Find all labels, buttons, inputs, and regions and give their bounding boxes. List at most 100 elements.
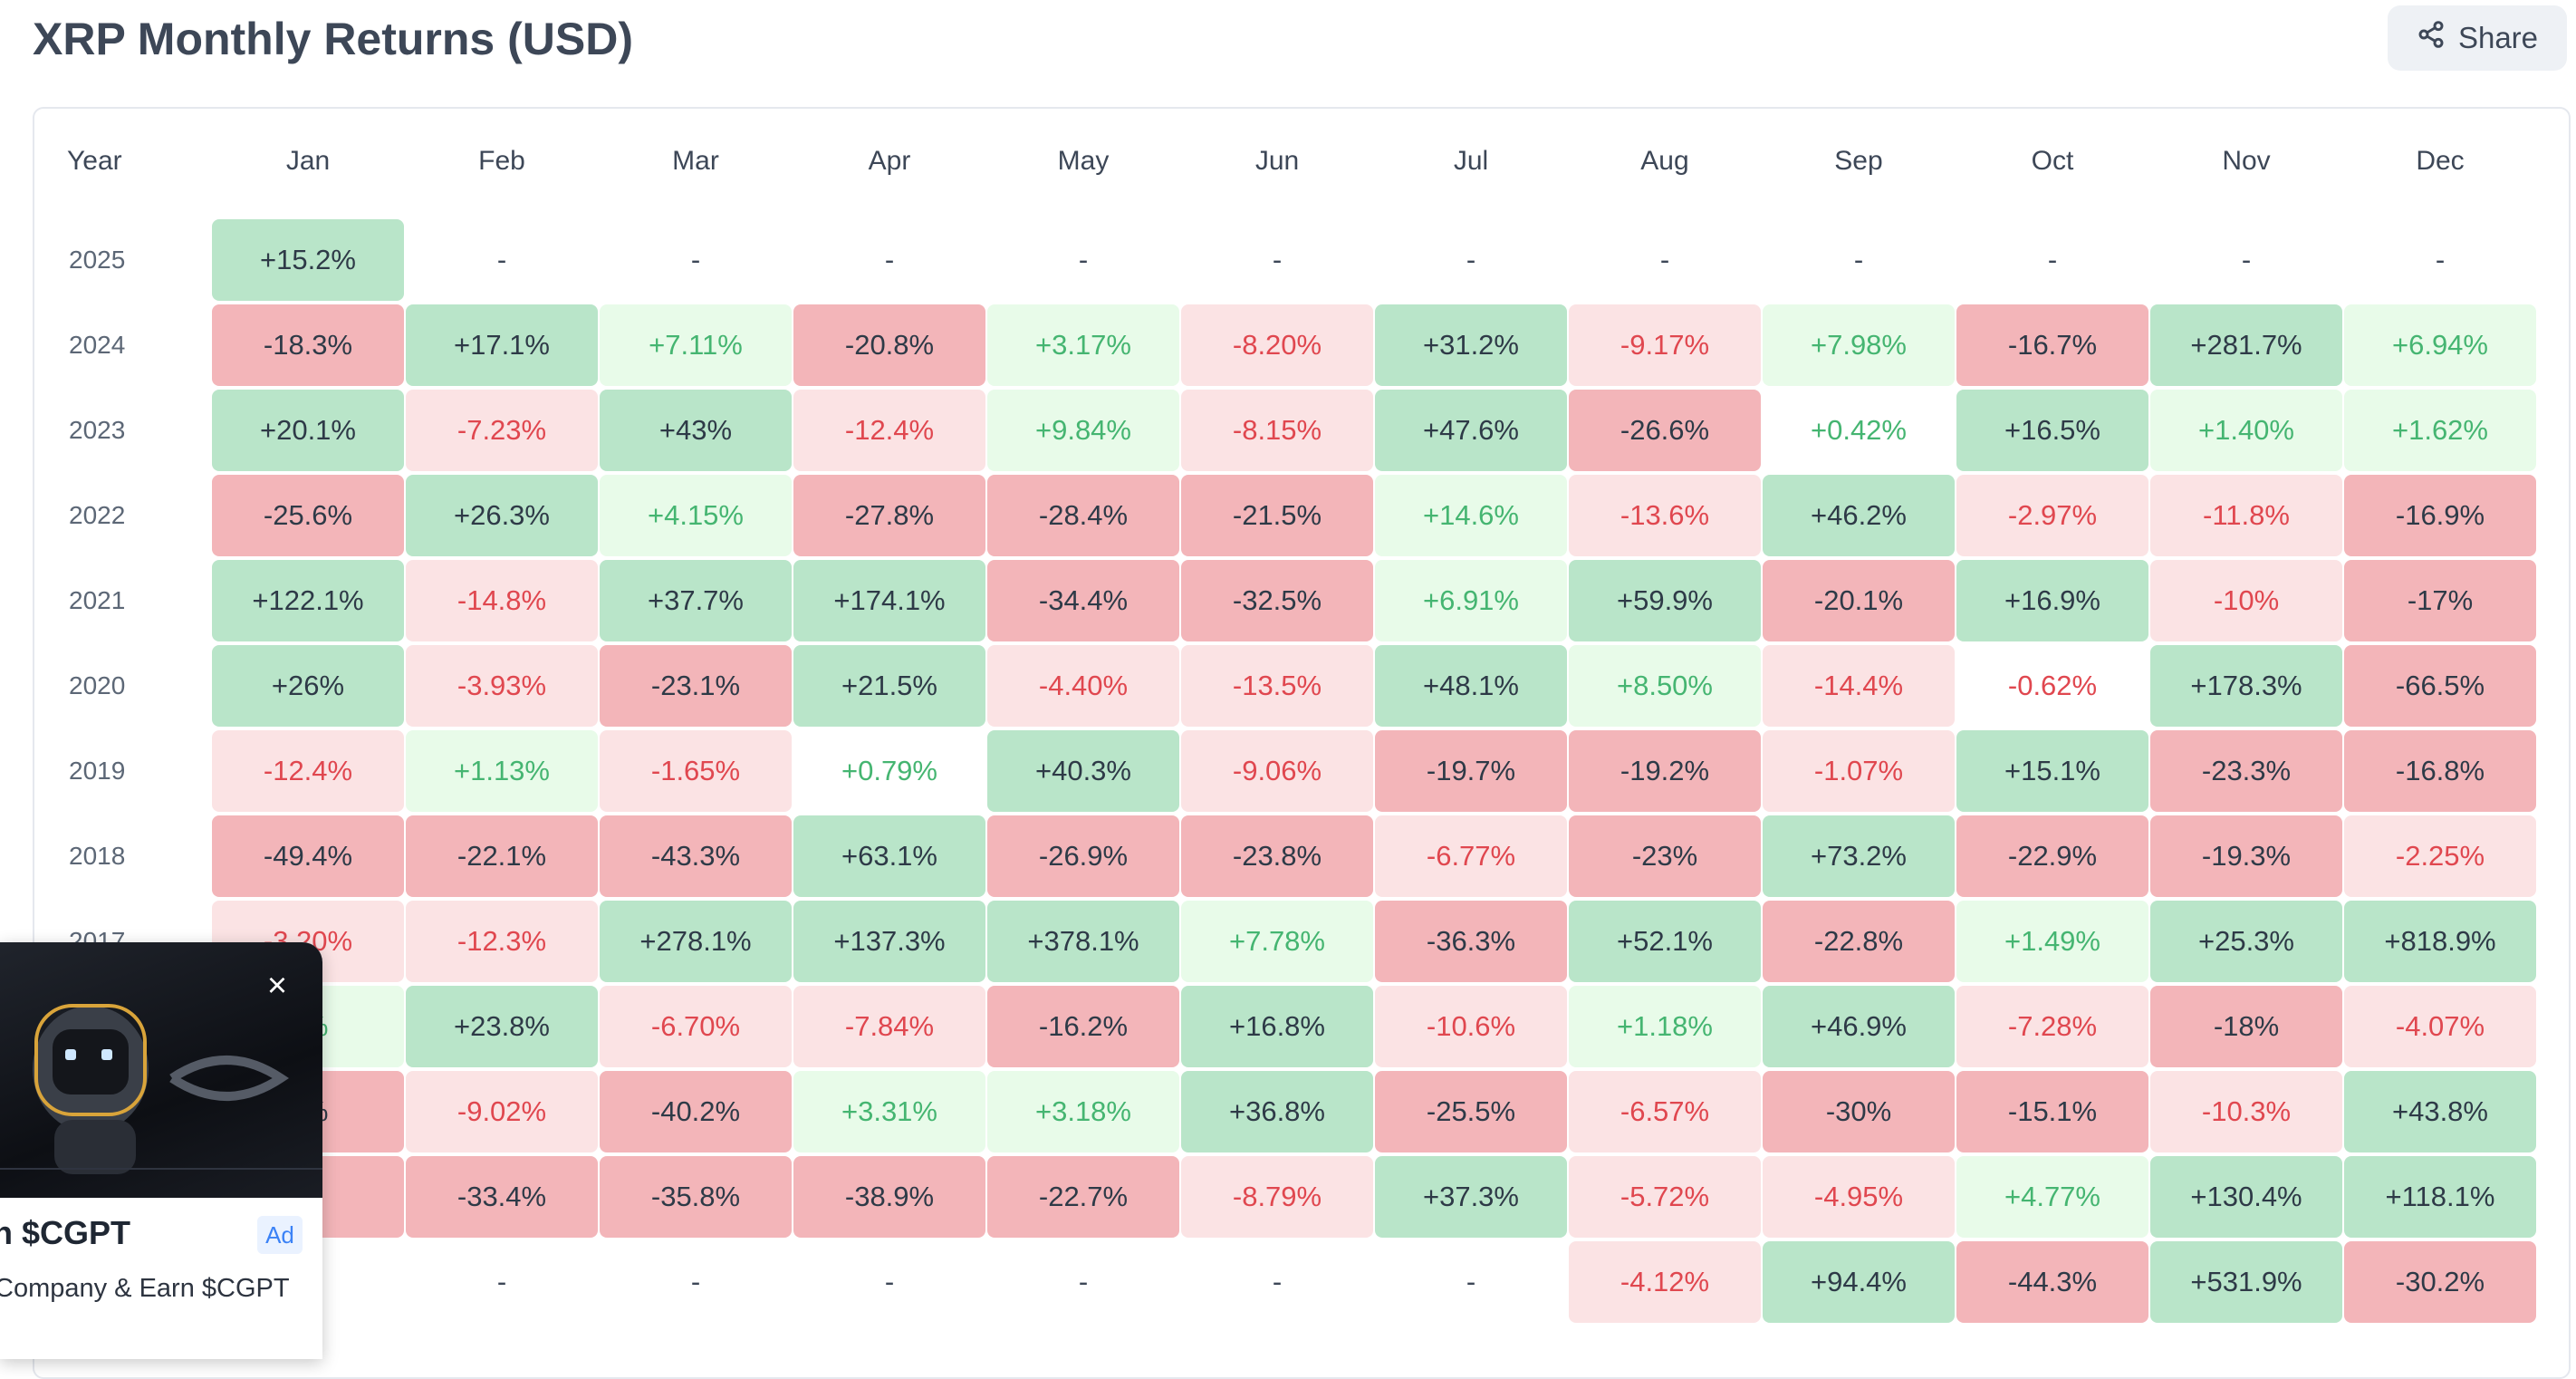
return-cell: +17.1% — [406, 304, 598, 386]
return-cell: -13.5% — [1181, 645, 1373, 727]
return-cell: +73.2% — [1763, 815, 1955, 897]
return-cell: -19.3% — [2150, 815, 2342, 897]
return-cell: -18.3% — [212, 304, 404, 386]
return-cell: +15.2% — [212, 219, 404, 301]
return-cell: -40.2% — [600, 1071, 792, 1152]
return-cell: +174.1% — [793, 560, 985, 641]
return-cell: -11.8% — [2150, 475, 2342, 556]
header-month-jul: Jul — [1453, 146, 1489, 176]
ad-subtitle[interactable]: Company & Earn $CGPT — [0, 1274, 290, 1303]
row-year: 2022 — [69, 501, 126, 529]
return-cell: +281.7% — [2150, 304, 2342, 386]
return-cell: +63.1% — [793, 815, 985, 897]
row-year: 2025 — [69, 246, 126, 274]
return-cell: -20.1% — [1763, 560, 1955, 641]
return-cell: -2.25% — [2344, 815, 2536, 897]
return-cell: - — [496, 1266, 507, 1297]
return-cell: - — [1466, 244, 1476, 275]
return-cell: -7.84% — [793, 986, 985, 1067]
return-cell: +52.1% — [1569, 901, 1761, 982]
return-cell: -8.15% — [1181, 390, 1373, 471]
header-month-may: May — [1057, 146, 1110, 176]
return-cell: +1.49% — [1956, 901, 2148, 982]
return-cell: +26% — [212, 645, 404, 727]
return-cell: +7.78% — [1181, 901, 1373, 982]
return-cell: -9.17% — [1569, 304, 1761, 386]
return-cell: -16.9% — [2344, 475, 2536, 556]
return-cell: -3.93% — [406, 645, 598, 727]
return-cell: +1.62% — [2344, 390, 2536, 471]
return-cell: - — [1272, 1266, 1283, 1297]
return-cell: +130.4% — [2150, 1156, 2342, 1238]
ad-close-button[interactable]: × — [259, 968, 295, 1004]
return-cell: - — [1272, 244, 1283, 275]
return-cell: +16.5% — [1956, 390, 2148, 471]
return-cell: +23.8% — [406, 986, 598, 1067]
return-cell: +3.31% — [793, 1071, 985, 1152]
return-cell: -21.5% — [1181, 475, 1373, 556]
return-cell: +4.15% — [600, 475, 792, 556]
ad-popup[interactable]: × n $CGPT Ad Company & Earn $CGPT — [0, 942, 322, 1359]
header-month-dec: Dec — [2416, 146, 2465, 176]
return-cell: -44.3% — [1956, 1241, 2148, 1323]
return-cell: +0.42% — [1763, 390, 1955, 471]
return-cell: -14.4% — [1763, 645, 1955, 727]
return-cell: +818.9% — [2344, 901, 2536, 982]
return-cell: -16.7% — [1956, 304, 2148, 386]
ad-image[interactable] — [0, 942, 322, 1198]
return-cell: +7.98% — [1763, 304, 1955, 386]
return-cell: -12.4% — [793, 390, 985, 471]
return-cell: -25.5% — [1375, 1071, 1567, 1152]
page-title: XRP Monthly Returns (USD) — [33, 14, 633, 64]
return-cell: - — [690, 1266, 701, 1297]
header-month-jun: Jun — [1254, 146, 1300, 176]
return-cell: +16.9% — [1956, 560, 2148, 641]
return-cell: +6.91% — [1375, 560, 1567, 641]
share-button[interactable]: Share — [2388, 5, 2567, 71]
return-cell: -25.6% — [212, 475, 404, 556]
return-cell: -6.57% — [1569, 1071, 1761, 1152]
return-cell: -22.9% — [1956, 815, 2148, 897]
return-cell: -7.23% — [406, 390, 598, 471]
row-year: 2018 — [69, 842, 126, 870]
return-cell: +1.18% — [1569, 986, 1761, 1067]
return-cell: - — [884, 1266, 895, 1297]
return-cell: -6.70% — [600, 986, 792, 1067]
return-cell: +94.4% — [1763, 1241, 1955, 1323]
return-cell: +21.5% — [793, 645, 985, 727]
return-cell: - — [1078, 244, 1089, 275]
header-month-sep: Sep — [1834, 146, 1883, 176]
return-cell: +48.1% — [1375, 645, 1567, 727]
return-cell: -4.40% — [987, 645, 1179, 727]
return-cell: -6.77% — [1375, 815, 1567, 897]
return-cell: +3.18% — [987, 1071, 1179, 1152]
share-icon — [2417, 20, 2446, 56]
return-cell: +1.40% — [2150, 390, 2342, 471]
return-cell: -10.3% — [2150, 1071, 2342, 1152]
return-cell: +43% — [600, 390, 792, 471]
return-cell: +46.2% — [1763, 475, 1955, 556]
return-cell: -43.3% — [600, 815, 792, 897]
return-cell: +37.3% — [1375, 1156, 1567, 1238]
return-cell: -23% — [1569, 815, 1761, 897]
header-month-mar: Mar — [672, 146, 719, 176]
row-year: 2020 — [69, 671, 126, 699]
return-cell: -2.97% — [1956, 475, 2148, 556]
return-cell: -23.8% — [1181, 815, 1373, 897]
return-cell: - — [2241, 244, 2252, 275]
return-cell: -10.6% — [1375, 986, 1567, 1067]
return-cell: -10% — [2150, 560, 2342, 641]
return-cell: +31.2% — [1375, 304, 1567, 386]
ad-title[interactable]: n $CGPT — [0, 1214, 131, 1251]
return-cell: +8.50% — [1569, 645, 1761, 727]
return-cell: +36.8% — [1181, 1071, 1373, 1152]
return-cell: - — [2047, 244, 2058, 275]
return-cell: +47.6% — [1375, 390, 1567, 471]
header-month-jan: Jan — [285, 146, 331, 176]
header-month-feb: Feb — [478, 146, 525, 176]
header-year: Year — [67, 146, 122, 176]
return-cell: -15.1% — [1956, 1071, 2148, 1152]
return-cell: -22.7% — [987, 1156, 1179, 1238]
return-cell: -20.8% — [793, 304, 985, 386]
return-cell: -27.8% — [793, 475, 985, 556]
